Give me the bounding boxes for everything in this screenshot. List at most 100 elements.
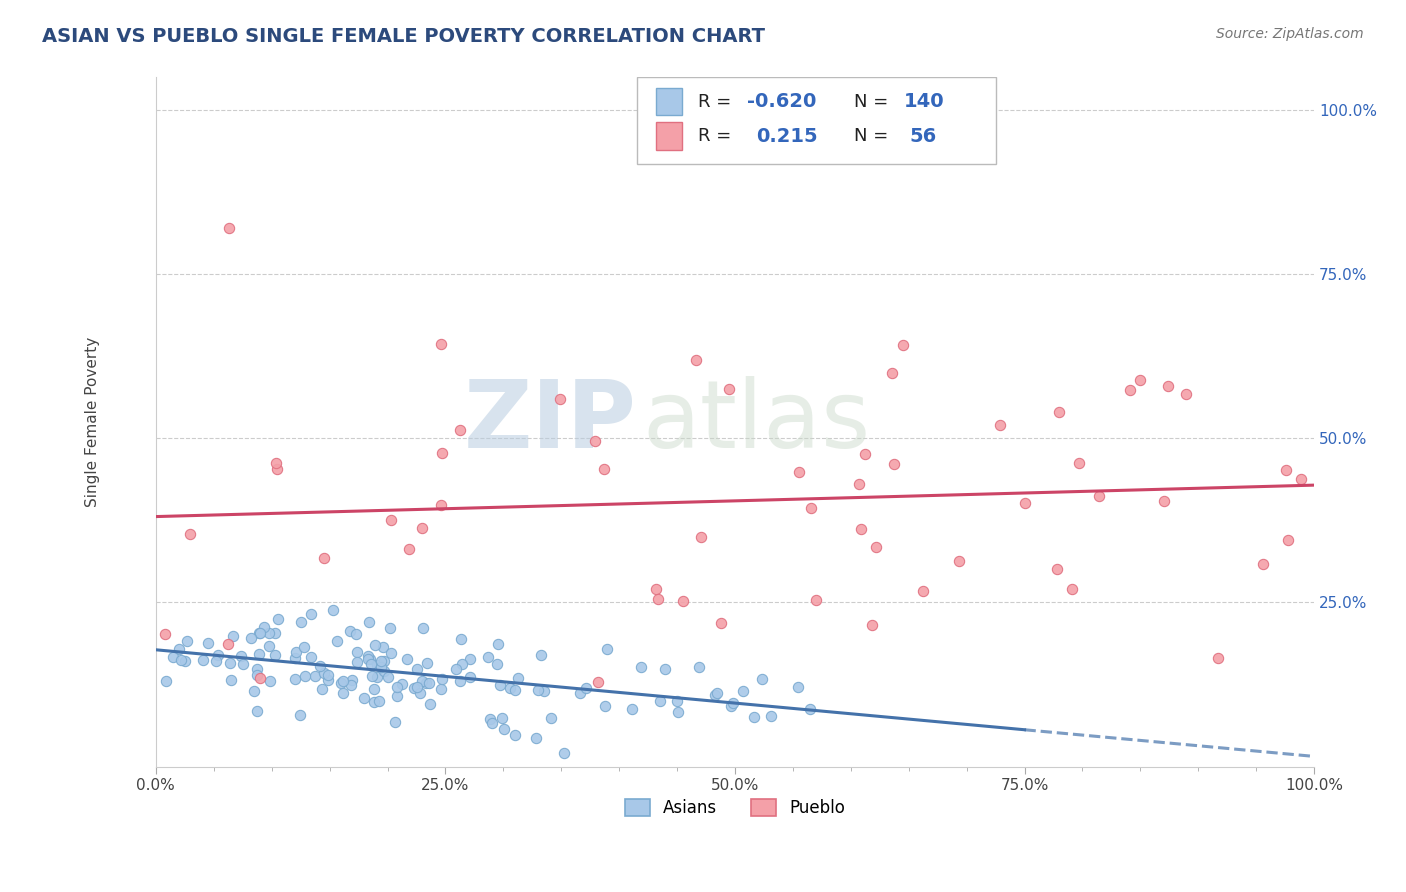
- Text: atlas: atlas: [643, 376, 870, 468]
- Point: [402, 681, 425, 695]
- Point: [1153, 494, 1175, 508]
- Point: [508, 671, 530, 685]
- Point: [1067, 456, 1090, 470]
- Point: [430, 445, 453, 459]
- Point: [759, 709, 782, 723]
- Point: [264, 456, 287, 470]
- Point: [340, 677, 363, 691]
- Text: R =: R =: [697, 127, 742, 145]
- Point: [368, 657, 391, 672]
- Point: [370, 660, 392, 674]
- Point: [524, 731, 547, 745]
- Point: [231, 649, 253, 664]
- Point: [366, 670, 388, 684]
- Point: [222, 629, 245, 643]
- Point: [1174, 387, 1197, 401]
- FancyBboxPatch shape: [637, 78, 995, 163]
- Point: [285, 644, 308, 658]
- Point: [1289, 472, 1312, 486]
- Point: [385, 690, 408, 704]
- Point: [411, 521, 433, 535]
- Point: [450, 632, 472, 647]
- Point: [1119, 383, 1142, 397]
- Point: [257, 639, 280, 653]
- Point: [340, 673, 363, 688]
- Point: [553, 747, 575, 761]
- Point: [569, 685, 592, 699]
- Point: [366, 657, 388, 672]
- Point: [264, 626, 287, 640]
- Point: [353, 690, 375, 705]
- Point: [373, 664, 395, 678]
- Point: [299, 607, 322, 622]
- Point: [503, 728, 526, 742]
- Point: [1275, 463, 1298, 477]
- Point: [311, 682, 333, 697]
- Text: Source: ZipAtlas.com: Source: ZipAtlas.com: [1216, 27, 1364, 41]
- Point: [373, 654, 395, 668]
- Point: [911, 584, 934, 599]
- Text: R =: R =: [697, 93, 737, 111]
- Point: [672, 594, 695, 608]
- Point: [176, 634, 198, 648]
- Point: [1088, 489, 1111, 503]
- Point: [253, 620, 276, 634]
- Point: [346, 655, 368, 669]
- Point: [499, 681, 522, 696]
- Point: [620, 702, 643, 716]
- Point: [363, 681, 385, 696]
- Point: [630, 660, 652, 674]
- Point: [1047, 405, 1070, 419]
- Point: [800, 501, 823, 516]
- FancyBboxPatch shape: [657, 122, 682, 150]
- Point: [179, 527, 201, 541]
- Point: [249, 626, 271, 640]
- Point: [318, 668, 340, 682]
- Point: [720, 699, 742, 714]
- Text: 140: 140: [904, 92, 945, 112]
- Point: [786, 680, 808, 694]
- Point: [153, 626, 176, 640]
- Point: [486, 637, 509, 651]
- Point: [207, 648, 229, 662]
- Point: [249, 671, 271, 685]
- Text: N =: N =: [855, 93, 894, 111]
- Point: [191, 653, 214, 667]
- Point: [744, 709, 766, 723]
- Point: [370, 655, 392, 669]
- Point: [988, 418, 1011, 433]
- Point: [883, 457, 905, 471]
- Point: [533, 684, 555, 698]
- Point: [357, 652, 380, 666]
- Point: [398, 541, 420, 556]
- Point: [396, 652, 419, 666]
- Point: [359, 652, 381, 666]
- Point: [284, 650, 307, 665]
- Y-axis label: Single Female Poverty: Single Female Poverty: [86, 337, 100, 508]
- Point: [526, 682, 548, 697]
- Point: [654, 662, 676, 676]
- Point: [155, 673, 177, 688]
- Point: [312, 550, 335, 565]
- Point: [219, 673, 242, 688]
- Point: [380, 513, 402, 527]
- Point: [411, 674, 433, 689]
- Point: [723, 696, 745, 710]
- Point: [485, 657, 508, 671]
- Point: [848, 476, 870, 491]
- Point: [290, 615, 312, 629]
- FancyBboxPatch shape: [657, 87, 682, 115]
- Point: [415, 676, 437, 690]
- Point: [430, 682, 453, 697]
- Point: [548, 392, 571, 406]
- Point: [477, 650, 499, 665]
- Point: [246, 662, 269, 676]
- Point: [540, 711, 562, 725]
- Point: [430, 337, 453, 351]
- Point: [666, 706, 689, 720]
- Point: [860, 618, 883, 632]
- Point: [481, 715, 503, 730]
- Point: [197, 636, 219, 650]
- Point: [170, 653, 193, 667]
- Point: [346, 645, 368, 659]
